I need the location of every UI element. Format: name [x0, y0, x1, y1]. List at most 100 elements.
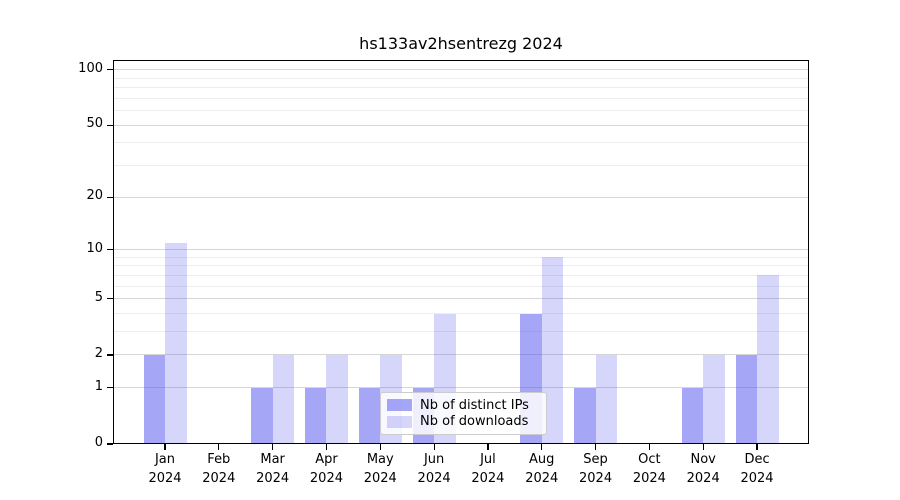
x-tick: [272, 444, 274, 450]
x-tick: [648, 444, 650, 450]
gridline-minor: [113, 285, 809, 287]
bar-downloads: [703, 354, 725, 444]
y-tick: [107, 443, 113, 445]
x-tick-label-year: 2024: [525, 471, 559, 486]
x-tick-label: May 2024: [364, 450, 397, 488]
gridline-major: [113, 124, 809, 126]
y-tick: [107, 387, 113, 389]
gridline-minor: [113, 256, 809, 258]
x-tick: [702, 444, 704, 450]
x-tick-label-year: 2024: [579, 471, 613, 486]
x-tick-label: Apr 2024: [310, 450, 343, 488]
gridline-minor: [113, 77, 809, 79]
gridline-major: [113, 196, 809, 198]
gridline-minor: [113, 274, 809, 276]
x-tick-label-month: Dec: [744, 452, 770, 467]
x-tick-label-year: 2024: [202, 471, 236, 486]
legend-label: Nb of downloads: [420, 414, 529, 430]
bar-distinct-ips: [304, 387, 327, 444]
gridline-minor: [113, 142, 809, 144]
bar-downloads: [757, 275, 779, 444]
bar-distinct-ips: [681, 387, 704, 444]
gridline-major: [113, 354, 809, 356]
x-tick-label-year: 2024: [471, 471, 505, 486]
x-tick-label-month: Oct: [638, 452, 661, 467]
gridline-minor: [113, 110, 809, 112]
x-tick-label-month: Feb: [207, 452, 231, 467]
x-tick-label-year: 2024: [256, 471, 290, 486]
x-tick-label: Jun 2024: [418, 450, 451, 488]
x-tick-label-year: 2024: [417, 471, 451, 486]
x-tick-label-month: Aug: [529, 452, 555, 467]
y-tick: [107, 69, 113, 71]
x-tick-label-month: Jun: [423, 452, 445, 467]
y-tick: [107, 354, 113, 356]
y-tick-label: 0: [94, 435, 103, 450]
bar-downloads: [165, 242, 187, 444]
x-tick-label: Mar 2024: [256, 450, 289, 488]
x-tick: [541, 444, 543, 450]
x-tick-label-year: 2024: [363, 471, 397, 486]
bar-distinct-ips: [358, 387, 381, 444]
y-tick: [107, 196, 113, 198]
y-tick: [107, 124, 113, 126]
legend-label: Nb of distinct IPs: [420, 397, 529, 413]
gridline-major: [113, 69, 809, 71]
chart-title: hs133av2hsentrezg 2024: [359, 34, 563, 53]
gridline-major: [113, 387, 809, 389]
x-tick-label: Sep 2024: [579, 450, 612, 488]
x-tick-label: Jul 2024: [471, 450, 504, 488]
x-tick-label: Feb 2024: [202, 450, 235, 488]
gridline-minor: [113, 97, 809, 99]
x-tick-label: Dec 2024: [740, 450, 773, 488]
x-tick-label-year: 2024: [309, 471, 343, 486]
x-tick: [594, 444, 597, 450]
bar-distinct-ips: [574, 387, 596, 444]
x-tick-label-month: Jul: [480, 452, 496, 467]
gridline-minor: [113, 265, 809, 267]
legend-swatch-downloads-icon: [387, 415, 412, 428]
x-tick: [164, 444, 166, 450]
bar-downloads: [541, 257, 564, 444]
x-tick-label-month: Mar: [260, 452, 285, 467]
bar-downloads: [326, 354, 348, 444]
x-tick-label-year: 2024: [632, 471, 666, 486]
y-tick-label: 50: [86, 116, 103, 132]
x-tick: [325, 444, 328, 450]
legend-item-distinct-ips: Nb of distinct IPs: [387, 398, 538, 413]
bar-distinct-ips: [735, 354, 758, 444]
x-tick-label-year: 2024: [740, 471, 774, 486]
gridline-minor: [113, 313, 809, 314]
bar-downloads: [272, 354, 295, 444]
legend-item-downloads: Nb of downloads: [387, 414, 538, 429]
x-tick-label: Aug 2024: [525, 450, 558, 488]
x-tick-label-month: Sep: [583, 452, 608, 467]
bar-distinct-ips: [251, 387, 273, 444]
y-tick-label: 5: [94, 289, 103, 305]
x-tick: [218, 444, 220, 450]
gridline-minor: [113, 331, 809, 333]
gridline-minor: [113, 87, 809, 89]
gridline-minor: [113, 165, 809, 167]
x-tick-label-year: 2024: [686, 471, 720, 486]
y-tick-label: 20: [86, 188, 103, 204]
x-tick: [433, 444, 435, 450]
x-tick-label-month: Jan: [154, 452, 176, 467]
y-tick-label: 1: [94, 378, 103, 394]
legend: Nb of distinct IPs Nb of downloads: [380, 392, 547, 435]
legend-swatch-distinct-ips-icon: [387, 399, 412, 412]
gridline-major: [113, 249, 809, 251]
x-tick-label-year: 2024: [148, 471, 182, 486]
y-tick: [107, 298, 113, 300]
x-tick-label-month: Nov: [690, 452, 716, 467]
x-tick: [379, 444, 381, 450]
x-tick-label-month: Apr: [315, 452, 338, 467]
bar-downloads: [595, 354, 618, 444]
x-tick: [487, 444, 489, 450]
x-tick-label-month: May: [366, 452, 394, 467]
gridline-major: [113, 298, 809, 300]
bar-distinct-ips: [143, 354, 165, 444]
x-tick-label: Jan 2024: [148, 450, 181, 488]
y-tick-label: 2: [94, 345, 103, 361]
